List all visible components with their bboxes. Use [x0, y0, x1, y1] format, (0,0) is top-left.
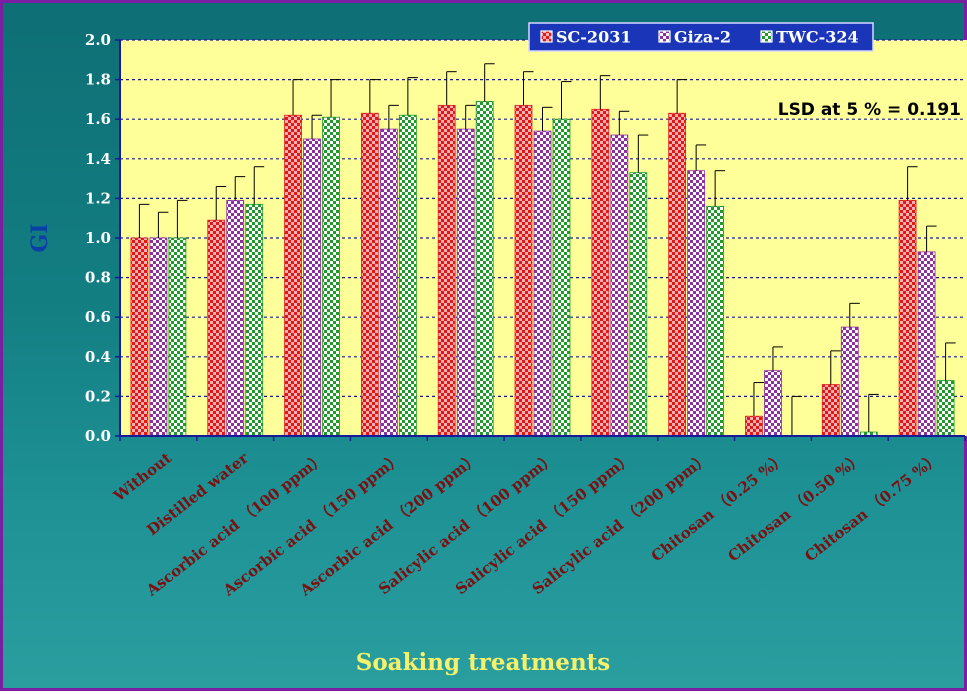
error-bars-group: [138, 63, 956, 436]
x-category-label: Chitosan （0.75 %）: [801, 449, 943, 565]
y-axis-label: GI: [27, 223, 53, 252]
bar-2-7: [610, 134, 629, 437]
bar-1-1: [130, 237, 149, 437]
bar-2-3: [303, 138, 321, 437]
bar-1-11: [898, 199, 917, 437]
bar-2-10: [840, 326, 859, 437]
bar-3-7: [629, 172, 648, 437]
legend-swatch-1: [540, 30, 553, 43]
bar-1-8: [668, 112, 687, 437]
legend-label-1: SC-2031: [556, 28, 631, 47]
bar-1-10: [821, 384, 840, 437]
y-tick-label: 0.6: [85, 308, 111, 326]
y-tick-label: 1.6: [85, 110, 111, 128]
x-category-label: Chitosan （0.50 %）: [725, 449, 867, 565]
bar-1-3: [284, 114, 302, 437]
bar-3-3: [322, 116, 340, 437]
legend-swatch-3: [760, 30, 773, 43]
bar-1-2: [207, 219, 226, 437]
bar-1-9: [745, 415, 763, 437]
y-tick-label: 1.4: [85, 150, 111, 168]
bars-group: [130, 100, 955, 437]
bar-1-6: [514, 104, 533, 437]
bar-2-9: [764, 370, 782, 437]
bar-3-2: [245, 203, 264, 437]
bar-1-5: [437, 104, 456, 437]
bar-1-4: [360, 112, 379, 437]
bar-2-6: [533, 130, 552, 437]
y-tick-label: 2.0: [85, 31, 111, 49]
legend: SC-2031 Giza-2 TWC-324: [528, 22, 874, 52]
bar-2-8: [687, 170, 706, 437]
y-tick-label: 1.0: [85, 229, 111, 247]
y-tick-label: 0.4: [85, 348, 111, 366]
bar-3-11: [936, 380, 955, 437]
axes-group: [115, 39, 966, 441]
bar-3-8: [706, 205, 725, 437]
bar-3-1: [168, 237, 187, 437]
bar-3-4: [398, 114, 417, 437]
bar-2-11: [917, 251, 936, 437]
y-tick-label: 0.8: [85, 269, 111, 287]
legend-swatch-2: [658, 30, 671, 43]
bar-2-1: [149, 237, 168, 437]
x-category-label: Without: [109, 449, 174, 506]
legend-box: [528, 22, 874, 52]
y-tick-label: 1.8: [85, 71, 111, 89]
bar-2-5: [456, 128, 475, 437]
x-category-label: Chitosan （0.25 %）: [648, 449, 790, 565]
y-tick-label: 1.2: [85, 189, 111, 207]
bar-2-4: [379, 128, 398, 437]
bar-1-7: [591, 108, 610, 437]
y-tick-labels: 0.0 0.2 0.4 0.6 0.8 1.0 1.2 1.4 1.6 1.8 2.0: [85, 31, 111, 445]
lsd-annotation: LSD at 5 % = 0.191: [778, 100, 961, 120]
bar-chart: 0.0 0.2 0.4 0.6 0.8 1.0 1.2 1.4 1.6 1.8 2.0 Withou…: [27, 22, 967, 676]
bar-2-2: [226, 199, 245, 437]
y-tick-label: 0.0: [85, 427, 111, 445]
bar-3-5: [475, 100, 494, 437]
x-axis-label: Soaking treatments: [356, 649, 611, 676]
bar-3-6: [552, 118, 571, 437]
y-tick-label: 0.2: [85, 387, 111, 405]
legend-label-3: TWC-324: [776, 28, 859, 47]
legend-label-2: Giza-2: [674, 28, 731, 47]
